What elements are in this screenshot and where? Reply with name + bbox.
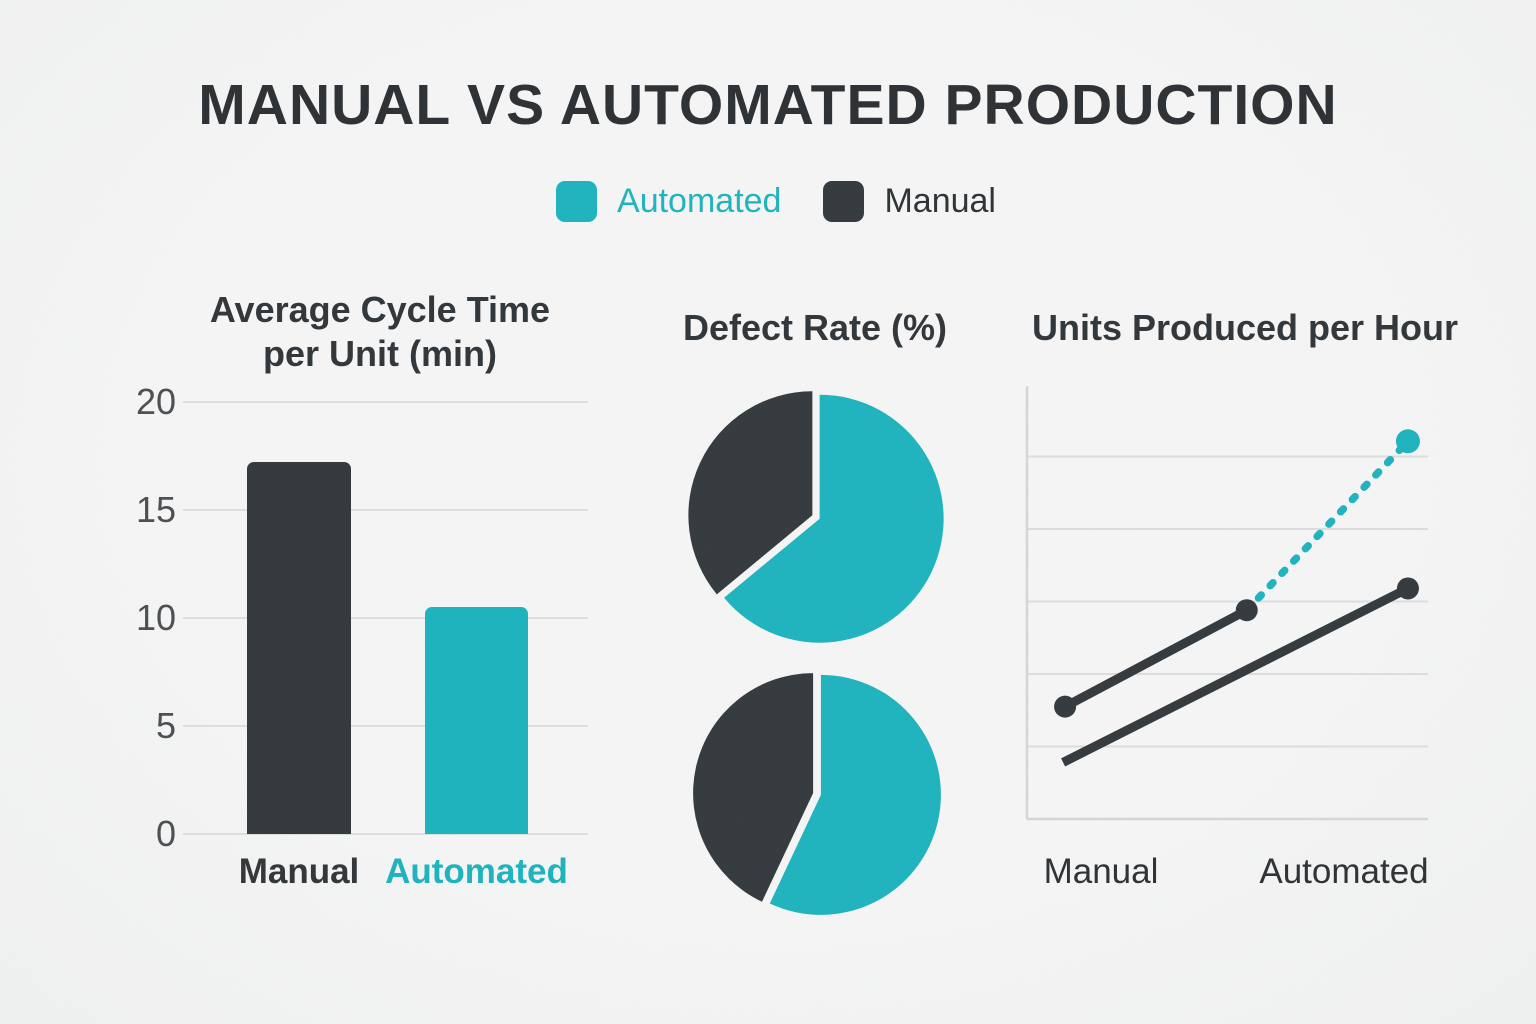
- bar-gridline: [183, 509, 588, 511]
- line-dot-automated-projection: [1395, 429, 1420, 454]
- page-title: MANUAL VS AUTOMATED PRODUCTION: [198, 73, 1338, 137]
- bar-ytick-label: 5: [155, 705, 176, 746]
- pie-chart-top: [688, 391, 944, 643]
- line-dot-automated-actual: [1054, 695, 1077, 718]
- bar-ytick-label: 20: [135, 381, 176, 422]
- line-category-label-manual: Manual: [1043, 852, 1159, 891]
- legend-swatch-automated: [556, 180, 598, 222]
- line-series-automated-actual: [1062, 606, 1249, 711]
- legend-swatch-manual: [823, 180, 865, 222]
- pie-chart-bottom: [693, 673, 941, 915]
- bar-chart-title-line1: Average Cycle Time: [209, 289, 551, 330]
- legend: Automated Manual: [8, 179, 1536, 223]
- legend-label-manual: Manual: [884, 181, 996, 220]
- bar-automated: [425, 607, 528, 834]
- pie-chart-title: Defect Rate (%): [682, 307, 948, 348]
- bar-ytick-label: 15: [135, 489, 176, 530]
- line-series-automated-projection: [1242, 437, 1412, 614]
- bar-ytick-label: 0: [155, 813, 176, 854]
- line-dot-automated-actual: [1235, 599, 1258, 622]
- bar-category-label-manual: Manual: [238, 852, 360, 891]
- line-chart: [1025, 386, 1428, 821]
- bar-chart-title-line2: per Unit (min): [263, 333, 497, 374]
- bar-ytick-label: 10: [135, 597, 176, 638]
- line-chart-title: Units Produced per Hour: [1031, 307, 1459, 348]
- bar-gridline: [183, 725, 588, 727]
- line-dot-manual: [1396, 577, 1419, 600]
- legend-label-automated: Automated: [617, 181, 782, 220]
- bar-chart-title: Average Cycle Time per Unit (min): [130, 288, 630, 376]
- bar-manual: [247, 462, 351, 834]
- bar-gridline: [183, 617, 588, 619]
- bar-gridline: [183, 833, 588, 835]
- line-category-label-automated: Automated: [1259, 852, 1429, 891]
- bar-category-label-automated: Automated: [385, 852, 568, 891]
- bar-gridline: [183, 401, 588, 403]
